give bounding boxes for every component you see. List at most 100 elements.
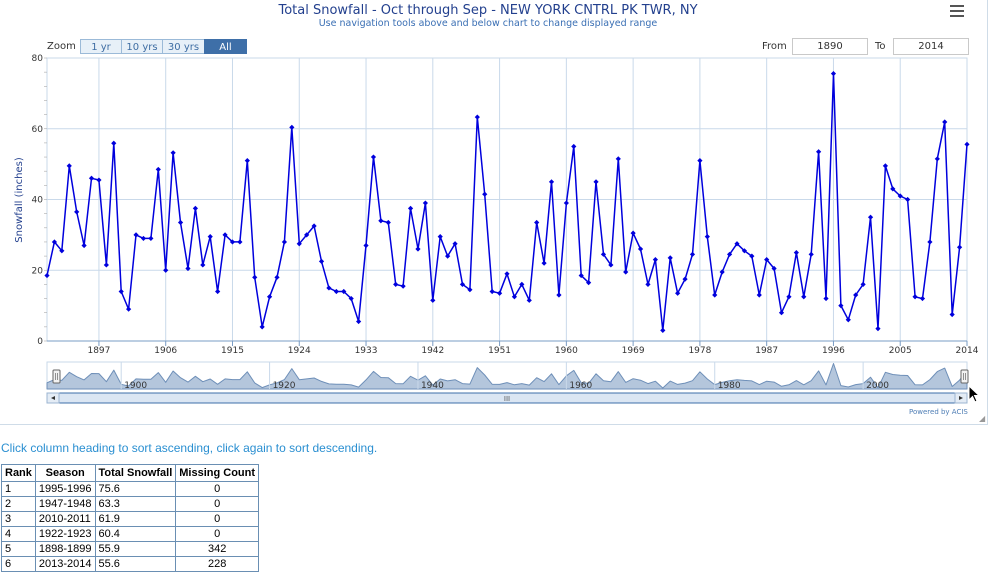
powered-by-link[interactable]: Powered by ACIS [909, 408, 968, 416]
data-point [853, 292, 859, 298]
data-point [467, 287, 473, 293]
data-point [311, 223, 317, 229]
navigator-label: 1960 [569, 381, 592, 391]
data-point [222, 232, 228, 238]
table-row: 2 1947-1948 63.3 0 [1, 496, 260, 512]
navigator-area [46, 363, 968, 390]
data-point [608, 262, 614, 268]
data-point [741, 248, 748, 254]
missing-cell: 0 [175, 511, 260, 527]
x-tick-label: 1915 [221, 346, 244, 356]
navigator-label: 1980 [718, 381, 741, 391]
data-point [875, 326, 881, 332]
season-cell: 2010-2011 [34, 511, 96, 527]
data-point [504, 271, 510, 277]
data-point [482, 191, 488, 197]
y-tick-label: 60 [32, 125, 44, 135]
rank-cell: 2 [1, 496, 36, 512]
data-point [252, 274, 258, 280]
series-layer [44, 70, 970, 333]
total-snowfall-column-header[interactable]: Total Snowfall [94, 464, 177, 482]
data-point [912, 294, 918, 300]
data-point [229, 239, 236, 245]
x-tick-label: 1942 [421, 346, 444, 356]
data-point [934, 156, 940, 162]
data-point [66, 163, 72, 169]
zoom-label: Zoom [47, 41, 76, 52]
data-point [430, 297, 436, 303]
data-point [964, 141, 970, 147]
table-row: 6 2013-2014 55.6 228 [1, 556, 260, 572]
data-point [882, 163, 888, 169]
navigator-label: 1920 [273, 381, 296, 391]
data-point [200, 262, 206, 268]
data-point [660, 327, 666, 333]
navigator-right-handle[interactable] [960, 369, 969, 384]
x-tick-label: 1996 [822, 346, 845, 356]
data-point [726, 251, 733, 257]
data-point [51, 239, 58, 245]
y-tick-label: 20 [32, 266, 44, 276]
data-point [140, 235, 147, 242]
series-line [46, 72, 968, 332]
rank-column-header[interactable]: Rank [1, 464, 36, 482]
navigator[interactable]: 1900 1920 1940 1960 1980 2000 III [46, 361, 969, 404]
missing-count-column-header[interactable]: Missing Count [175, 464, 260, 482]
zoom-all-button[interactable]: All [204, 39, 247, 54]
season-column-header[interactable]: Season [34, 464, 96, 482]
navigator-left-handle[interactable] [52, 369, 61, 384]
data-point [415, 246, 421, 252]
data-point [548, 179, 555, 185]
data-point [771, 265, 777, 272]
zoom-1yr-button[interactable]: 1 yr [80, 39, 122, 54]
data-point [378, 218, 384, 224]
data-point [452, 241, 458, 247]
data-point [326, 285, 332, 291]
data-point [385, 219, 391, 226]
x-tick-label: 1924 [288, 346, 311, 356]
data-point [675, 290, 681, 296]
x-axis: 1897 1906 1915 1924 1933 1942 1951 1960 1969 1978… [47, 340, 979, 356]
data-point [637, 246, 644, 252]
zoom-10yrs-button[interactable]: 10 yrs [121, 39, 163, 54]
data-point [304, 232, 310, 238]
data-point [867, 214, 874, 220]
data-point [927, 239, 933, 245]
data-point [541, 260, 547, 266]
data-point [44, 272, 50, 279]
data-point [801, 294, 807, 300]
snowfall-cell: 61.9 [94, 511, 177, 527]
data-point [749, 253, 755, 259]
data-point [808, 251, 814, 257]
season-cell: 1922-1923 [34, 526, 96, 542]
scroll-right-arrow-icon [959, 396, 963, 400]
data-point [155, 166, 161, 173]
season-cell: 2013-2014 [34, 556, 96, 572]
data-point [563, 200, 569, 206]
x-tick-label: 1906 [154, 346, 177, 356]
data-point [356, 318, 362, 325]
rank-cell: 5 [1, 541, 36, 557]
data-point [363, 242, 369, 249]
data-point [704, 234, 710, 240]
data-point [719, 269, 725, 275]
data-point [571, 143, 577, 150]
missing-cell: 228 [175, 556, 260, 572]
snowfall-cell: 55.9 [94, 541, 177, 557]
data-point [838, 303, 844, 309]
resize-handle-icon[interactable]: ◢ [979, 414, 986, 423]
data-point [645, 281, 651, 287]
from-input[interactable] [792, 38, 868, 55]
season-cell: 1898-1899 [34, 541, 96, 557]
data-point [734, 241, 740, 247]
menu-icon[interactable] [950, 5, 964, 18]
data-point [318, 258, 325, 265]
to-input[interactable] [893, 38, 969, 55]
data-point [897, 193, 903, 199]
data-point [170, 150, 176, 156]
data-point [615, 156, 621, 162]
data-point [296, 241, 302, 247]
table-row: 1 1995-1996 75.6 0 [1, 481, 260, 497]
data-point [534, 219, 540, 226]
zoom-30yrs-button[interactable]: 30 yrs [162, 39, 205, 54]
